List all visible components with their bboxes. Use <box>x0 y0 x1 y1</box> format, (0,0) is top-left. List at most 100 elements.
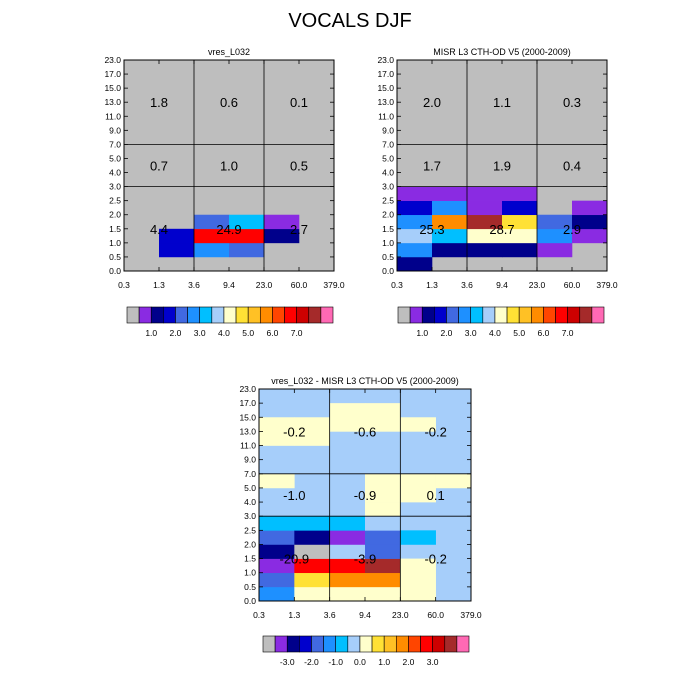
y-tick-label: 9.0 <box>244 455 256 465</box>
heatmap-cell <box>432 186 468 201</box>
y-tick-label: 15.0 <box>104 83 121 93</box>
heatmap-cell <box>365 572 401 588</box>
colorbar-swatch <box>259 306 273 324</box>
y-tick-label: 13.0 <box>377 97 394 107</box>
heatmap-cell <box>397 200 433 216</box>
colorbar-swatch <box>223 306 237 324</box>
colorbar: -3.0 -2.0 -1.0 0.0 1.0 2.0 3.0 <box>262 635 470 667</box>
heatmap-cell <box>432 242 468 258</box>
region-value-label: 24.9 <box>216 222 241 237</box>
y-tick-label: 0.0 <box>244 596 256 606</box>
colorbar-swatch <box>518 306 532 324</box>
y-tick-label: 13.0 <box>239 426 256 436</box>
colorbar-label: 2.0 <box>170 328 182 338</box>
region-value-label: 2.9 <box>563 222 581 237</box>
region-value-label: -1.0 <box>283 488 305 503</box>
heatmap-cell <box>294 586 330 602</box>
region-value-label: 2.0 <box>423 95 441 110</box>
x-tick-label: 3.6 <box>324 610 336 620</box>
heatmap-cell <box>502 228 538 244</box>
colorbar-swatch <box>432 635 446 653</box>
colorbar-label: 1.0 <box>378 657 390 667</box>
region-value-label: -0.2 <box>424 424 446 439</box>
heatmap-cell <box>264 214 300 230</box>
y-tick-label: 2.5 <box>244 525 256 535</box>
colorbar: 1.0 2.0 3.0 4.0 5.0 6.0 7.0 <box>397 306 605 338</box>
heatmap-cell <box>229 228 265 244</box>
heatmap-cell <box>294 558 330 574</box>
heatmap-cell <box>537 228 573 244</box>
heatmap-cell <box>397 256 433 272</box>
heatmap-cell <box>400 487 436 503</box>
colorbar-label: 2.0 <box>402 657 414 667</box>
x-tick-label: 23.0 <box>529 280 546 290</box>
heatmap-cell <box>159 242 195 258</box>
heatmap-cell <box>259 530 295 545</box>
y-tick-label: 23.0 <box>239 384 256 394</box>
colorbar-swatch <box>408 635 421 653</box>
colorbar-swatch <box>299 635 312 653</box>
heatmap-cell <box>264 228 300 244</box>
y-tick-label: 13.0 <box>104 97 121 107</box>
heatmap-cell <box>502 200 538 216</box>
y-tick-label: 3.0 <box>109 182 121 192</box>
panel-title: vres_L032 <box>208 47 250 57</box>
heatmap-cell <box>329 516 366 531</box>
colorbar-swatch <box>470 306 484 324</box>
heatmap-cell <box>397 228 433 244</box>
heatmap-cell <box>397 186 433 201</box>
y-tick-label: 2.0 <box>109 210 121 220</box>
colorbar-swatch <box>397 306 411 324</box>
x-tick-label: 379.0 <box>596 280 618 290</box>
colorbar-swatch <box>286 635 300 653</box>
panel-2: 0.0 0.5 1.0 1.5 2.0 2.5 3.0 4.0 5.0 7.0 9.0 11.0 13.… <box>377 47 617 338</box>
colorbar-swatch <box>199 306 213 324</box>
heatmap-cell <box>397 242 433 258</box>
region-value-label: -0.9 <box>354 488 376 503</box>
heatmap-cell <box>259 572 295 588</box>
colorbar: 1.0 2.0 3.0 4.0 5.0 6.0 7.0 <box>126 306 334 338</box>
panel-title: MISR L3 CTH-OD V5 (2000-2009) <box>433 47 571 57</box>
colorbar-swatch <box>274 635 288 653</box>
heatmap-cell <box>294 544 330 559</box>
heatmap-cell <box>432 214 468 230</box>
region-value-label: 1.9 <box>493 159 511 174</box>
region-value-label: 2.7 <box>290 222 308 237</box>
colorbar-swatch <box>444 635 458 653</box>
region-value-label: 1.8 <box>150 95 168 110</box>
colorbar-swatch <box>579 306 593 324</box>
x-tick-label: 1.3 <box>426 280 438 290</box>
heatmap-cell <box>365 530 401 545</box>
colorbar-label: 3.0 <box>427 657 439 667</box>
y-tick-label: 1.5 <box>244 554 256 564</box>
colorbar-label: 3.0 <box>465 328 477 338</box>
colorbar-swatch <box>175 306 188 324</box>
colorbar-swatch <box>421 306 435 324</box>
x-tick-label: 9.4 <box>359 610 371 620</box>
heatmap-cell <box>229 214 265 230</box>
heatmap-cell <box>294 516 330 531</box>
y-tick-label: 3.0 <box>244 511 256 521</box>
x-tick-label: 1.3 <box>153 280 165 290</box>
x-tick-label: 9.4 <box>496 280 508 290</box>
heatmap-cell <box>365 403 401 418</box>
y-tick-label: 4.0 <box>382 168 394 178</box>
colorbar-swatch <box>347 635 361 653</box>
heatmap-cell <box>502 242 538 258</box>
region-value-label: 25.3 <box>419 222 444 237</box>
main-title: VOCALS DJF <box>288 10 412 32</box>
x-tick-label: 60.0 <box>291 280 308 290</box>
y-tick-label: 0.5 <box>382 252 394 262</box>
x-tick-label: 0.3 <box>118 280 130 290</box>
heatmap-cell <box>194 214 230 230</box>
x-tick-label: 60.0 <box>427 610 444 620</box>
colorbar-swatch <box>543 306 556 324</box>
panel-title: vres_L032 - MISR L3 CTH-OD V5 (2000-2009… <box>271 376 459 386</box>
y-tick-label: 1.0 <box>244 568 256 578</box>
colorbar-label: 2.0 <box>441 328 453 338</box>
colorbar-swatch <box>359 635 373 653</box>
heatmap-cell <box>329 417 366 432</box>
region-value-label: 1.0 <box>220 159 238 174</box>
y-tick-label: 23.0 <box>104 55 121 65</box>
colorbar-swatch <box>567 306 581 324</box>
